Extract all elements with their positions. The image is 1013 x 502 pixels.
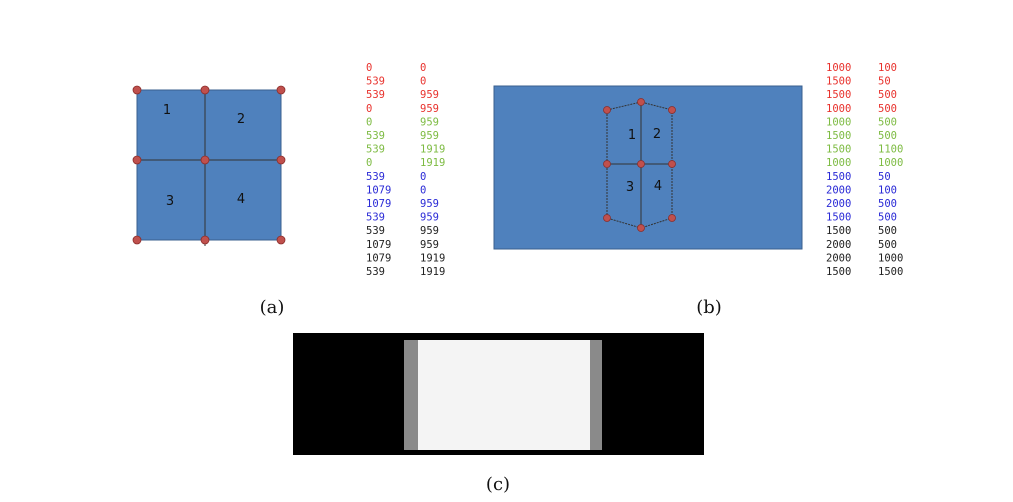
coordinate: 1000 (826, 62, 851, 74)
coordinate: 1500 (826, 212, 851, 224)
coordinate: 1500 (826, 225, 851, 237)
panel-c-image (293, 333, 704, 455)
quad-label: 1 (163, 103, 171, 118)
coordinate: 959 (420, 89, 439, 101)
coordinate: 0 (366, 62, 372, 74)
coordinate: 1079 (366, 252, 391, 264)
coordinate: 1919 (420, 252, 445, 264)
caption: (c) (486, 474, 510, 495)
coordinate: 50 (878, 171, 891, 183)
quad-label: 3 (166, 194, 174, 209)
coordinate: 959 (420, 212, 439, 224)
coordinate: 2000 (826, 184, 851, 196)
coordinate: 2000 (826, 239, 851, 251)
coordinate: 500 (878, 103, 897, 115)
coordinate: 959 (420, 198, 439, 210)
coordinate: 959 (420, 225, 439, 237)
coordinate: 50 (878, 76, 891, 88)
coordinate: 0 (420, 184, 426, 196)
coordinate: 1500 (878, 266, 903, 278)
coordinate: 1000 (826, 103, 851, 115)
coordinate: 500 (878, 198, 897, 210)
coordinate: 539 (366, 225, 385, 237)
quad-label: 4 (654, 179, 662, 194)
panel-a-mesh (132, 85, 286, 246)
coordinate: 0 (366, 116, 372, 128)
coordinate: 539 (366, 130, 385, 142)
coordinate: 1919 (420, 157, 445, 169)
coordinate: 1100 (878, 144, 903, 156)
mesh-square (136, 89, 282, 241)
caption: (b) (696, 297, 722, 318)
panel-b-mesh (493, 85, 803, 250)
coordinate: 2000 (826, 198, 851, 210)
coordinate: 1079 (366, 184, 391, 196)
coordinate: 500 (878, 116, 897, 128)
coordinate: 500 (878, 89, 897, 101)
coordinate: 1919 (420, 266, 445, 278)
coordinate: 100 (878, 62, 897, 74)
coordinate: 100 (878, 184, 897, 196)
image-edge (404, 340, 418, 450)
coordinate: 959 (420, 103, 439, 115)
coordinate: 1079 (366, 198, 391, 210)
coordinate: 539 (366, 212, 385, 224)
mesh-nodes (132, 85, 286, 245)
coordinate: 0 (420, 76, 426, 88)
coordinate: 959 (420, 130, 439, 142)
coordinate: 1000 (878, 157, 903, 169)
coordinate: 0 (366, 103, 372, 115)
coordinate: 500 (878, 225, 897, 237)
caption: (a) (260, 297, 285, 318)
coordinate: 500 (878, 239, 897, 251)
quad-label: 2 (653, 127, 661, 142)
image-region (418, 340, 590, 450)
coordinate: 1000 (878, 252, 903, 264)
mesh-nodes (603, 98, 676, 232)
coordinate: 539 (366, 171, 385, 183)
coordinate: 1500 (826, 76, 851, 88)
coordinate: 1500 (826, 144, 851, 156)
mesh-rect (493, 85, 803, 250)
coordinate: 0 (420, 171, 426, 183)
quad-label: 4 (237, 192, 245, 207)
coordinate: 1500 (826, 130, 851, 142)
coordinate: 959 (420, 116, 439, 128)
coordinate: 1000 (826, 116, 851, 128)
coordinate: 539 (366, 89, 385, 101)
coordinate: 1500 (826, 266, 851, 278)
coordinate: 959 (420, 239, 439, 251)
coordinate: 1500 (826, 89, 851, 101)
coordinate: 539 (366, 76, 385, 88)
quad-label: 2 (237, 112, 245, 127)
coordinate: 500 (878, 212, 897, 224)
coordinate: 539 (366, 144, 385, 156)
coordinate: 539 (366, 266, 385, 278)
image-edge (590, 340, 602, 450)
coordinate: 1079 (366, 239, 391, 251)
coordinate: 0 (420, 62, 426, 74)
coordinate: 500 (878, 130, 897, 142)
coordinate: 1919 (420, 144, 445, 156)
coordinate: 1000 (826, 157, 851, 169)
coordinate: 0 (366, 157, 372, 169)
coordinate: 1500 (826, 171, 851, 183)
coordinate: 2000 (826, 252, 851, 264)
quad-label: 1 (628, 128, 636, 143)
quad-label: 3 (626, 180, 634, 195)
